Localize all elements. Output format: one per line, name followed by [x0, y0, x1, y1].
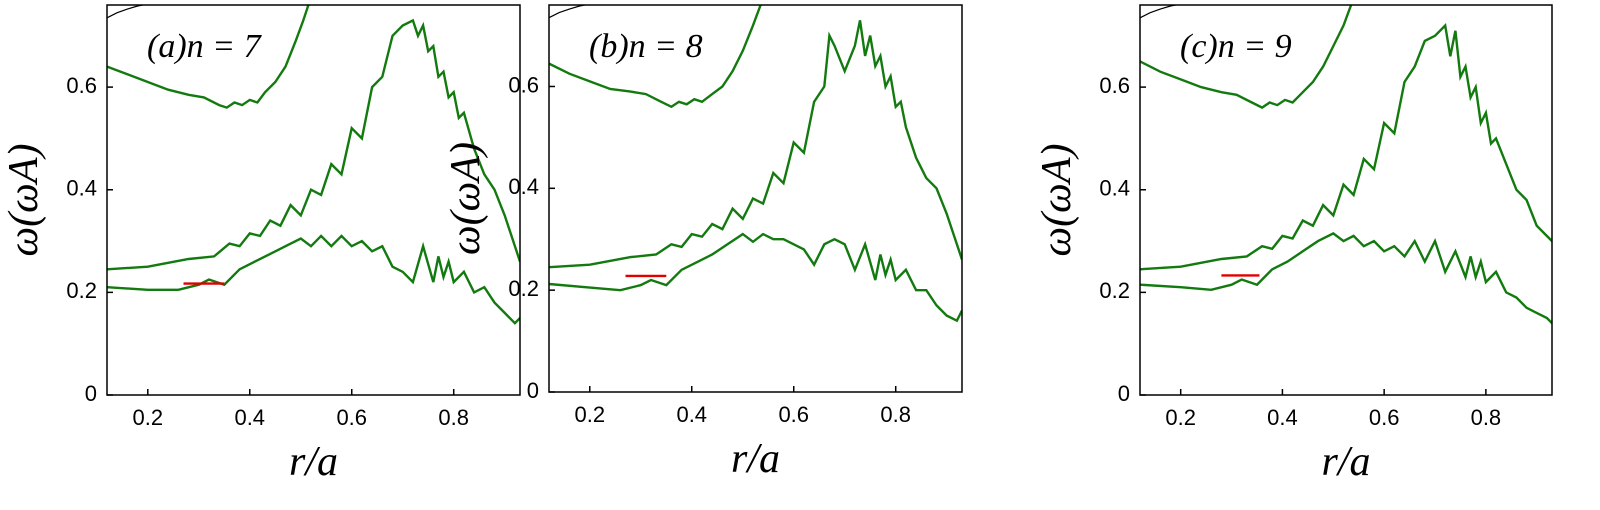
line — [1140, 5, 1353, 109]
plot-area — [549, 5, 962, 323]
line — [107, 5, 310, 109]
x-axis-label: r/a — [731, 436, 780, 482]
line — [107, 18, 520, 271]
x-tick-label: 0.2 — [574, 402, 605, 427]
panel: 0.2 0.4 0.6 0.8 0 0.2 0.4 0.6 (a)n = 7 r/a ω(ωA) — [1, 4, 521, 485]
y-tick-label: 0.2 — [508, 276, 539, 301]
y-tick-label: 0.4 — [508, 174, 539, 199]
annotation: (c)n = 9 — [1180, 28, 1292, 65]
x-tick-label: 0.6 — [778, 402, 809, 427]
y-axis-label: ω(ωA) — [1034, 144, 1080, 257]
axes-frame — [548, 4, 963, 393]
axes-frame — [106, 4, 521, 396]
line — [549, 5, 585, 19]
y-axis-label: ω(ωA) — [443, 142, 489, 255]
y-axis-label: ω(ωA) — [1, 144, 47, 257]
line — [1140, 231, 1552, 325]
panel: 0.2 0.4 0.6 0.8 0 0.2 0.4 0.6 (c)n = 9 r/a ω(ωA) — [1034, 4, 1553, 485]
x-axis-label: r/a — [1321, 439, 1370, 485]
axes-frame — [1139, 4, 1553, 396]
line — [107, 5, 143, 19]
line — [549, 20, 962, 269]
line — [107, 234, 520, 325]
x-tick-label: 0.8 — [438, 405, 469, 430]
line — [549, 5, 762, 109]
y-tick-label: 0.6 — [1099, 73, 1130, 98]
y-tick-label: 0.6 — [66, 73, 97, 98]
x-tick-label: 0.2 — [132, 405, 163, 430]
x-tick-label: 0.6 — [336, 405, 367, 430]
x-axis-label: r/a — [289, 439, 338, 485]
line — [1140, 22, 1552, 271]
x-tick-label: 0.2 — [1165, 405, 1196, 430]
annotation: (a)n = 7 — [147, 28, 263, 65]
y-tick-label: 0.4 — [66, 176, 97, 201]
y-tick-label: 0.6 — [508, 72, 539, 97]
y-tick-label: 0.4 — [1099, 176, 1130, 201]
y-tick-label: 0.2 — [66, 278, 97, 303]
y-tick-label: 0 — [85, 381, 97, 406]
x-tick-label: 0.8 — [1471, 405, 1502, 430]
plot-area — [1140, 5, 1552, 325]
y-tick-label: 0.2 — [1099, 278, 1130, 303]
panel: 0.2 0.4 0.6 0.8 0 0.2 0.4 0.6 (b)n = 8 r/a ω(ωA) — [443, 4, 963, 482]
y-tick-label: 0 — [527, 378, 539, 403]
x-tick-label: 0.8 — [880, 402, 911, 427]
x-tick-label: 0.4 — [676, 402, 707, 427]
y-tick-label: 0 — [1118, 381, 1130, 406]
annotation: (b)n = 8 — [589, 28, 703, 65]
line — [549, 232, 962, 323]
x-tick-label: 0.4 — [1267, 405, 1298, 430]
plot-area — [107, 5, 520, 325]
line — [1140, 5, 1176, 19]
x-tick-label: 0.6 — [1369, 405, 1400, 430]
x-tick-label: 0.4 — [234, 405, 265, 430]
